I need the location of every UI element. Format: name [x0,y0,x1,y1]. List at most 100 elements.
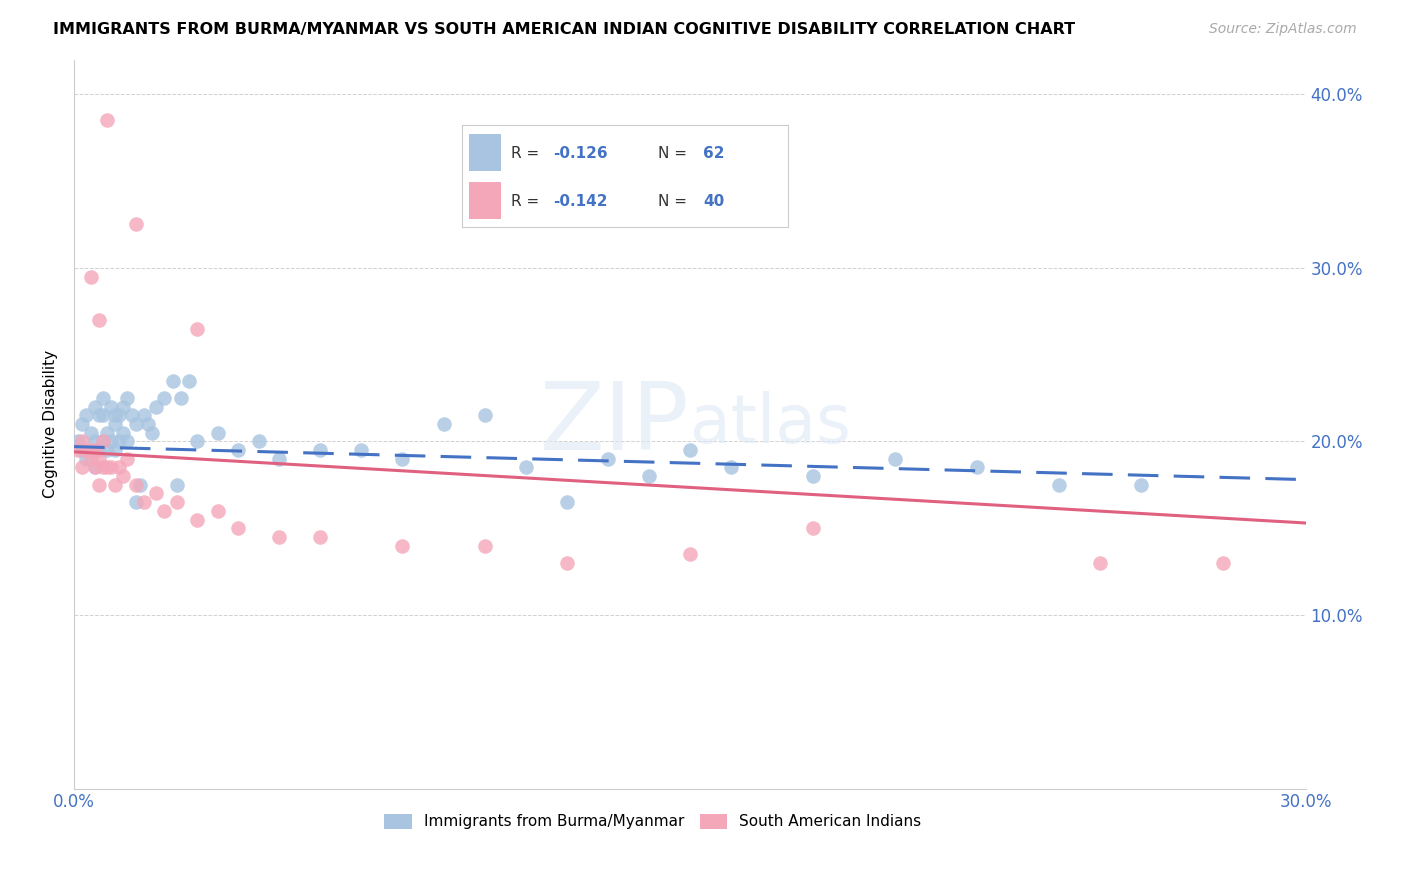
Point [247,434,270,449]
Point [350,443,373,458]
Point [145,400,167,414]
Point [186,321,208,335]
Point [132,409,155,423]
Point [83,400,105,414]
Point [96,443,118,458]
Point [269,451,291,466]
Point [153,391,176,405]
Point [83,434,105,449]
Point [91,409,114,423]
Point [170,391,193,405]
Point [153,504,176,518]
Point [679,547,702,561]
Point [87,313,110,327]
Point [91,434,114,449]
Y-axis label: Cognitive Disability: Cognitive Disability [44,350,58,498]
Point [108,460,131,475]
Point [75,451,97,466]
Point [309,530,332,544]
Point [128,478,150,492]
Point [104,417,127,431]
Point [124,495,146,509]
Point [145,486,167,500]
Point [226,521,249,535]
Point [79,451,101,466]
Point [555,495,578,509]
Point [166,495,188,509]
Point [555,556,578,570]
Point [679,443,702,458]
Point [124,478,146,492]
Point [121,409,143,423]
Point [1090,556,1112,570]
Point [79,443,101,458]
Text: atlas: atlas [690,391,851,457]
Point [96,113,118,128]
Point [226,443,249,458]
Point [87,443,110,458]
Point [474,539,496,553]
Point [637,469,659,483]
Point [207,425,229,440]
Point [83,443,105,458]
Point [1212,556,1234,570]
Point [117,391,139,405]
Point [83,460,105,475]
Point [186,434,208,449]
Point [162,374,184,388]
Point [177,374,200,388]
Point [117,451,139,466]
Text: Source: ZipAtlas.com: Source: ZipAtlas.com [1209,22,1357,37]
Point [391,451,413,466]
Point [801,469,824,483]
Point [186,512,208,526]
Point [96,460,118,475]
Point [87,409,110,423]
Point [269,530,291,544]
Point [1047,478,1070,492]
Point [72,443,94,458]
Point [801,521,824,535]
Point [884,451,907,466]
Point [91,434,114,449]
Point [1130,478,1153,492]
Point [136,417,159,431]
Point [391,539,413,553]
Point [100,400,122,414]
Point [104,478,127,492]
Point [966,460,988,475]
Point [515,460,537,475]
Text: ZIP: ZIP [540,378,690,470]
Point [596,451,619,466]
Point [432,417,454,431]
Point [83,460,105,475]
Point [108,409,131,423]
Point [104,409,127,423]
Point [87,451,110,466]
Point [91,460,114,475]
Point [75,443,97,458]
Point [132,495,155,509]
Point [141,425,163,440]
Point [79,443,101,458]
Point [79,425,101,440]
Point [474,409,496,423]
Point [112,400,135,414]
Point [124,417,146,431]
Point [72,417,94,431]
Point [207,504,229,518]
Point [100,434,122,449]
Text: IMMIGRANTS FROM BURMA/MYANMAR VS SOUTH AMERICAN INDIAN COGNITIVE DISABILITY CORR: IMMIGRANTS FROM BURMA/MYANMAR VS SOUTH A… [53,22,1076,37]
Point [72,434,94,449]
Point [96,425,118,440]
Point [112,425,135,440]
Point [117,434,139,449]
Point [87,478,110,492]
Point [309,443,332,458]
Point [91,391,114,405]
Legend: Immigrants from Burma/Myanmar, South American Indians: Immigrants from Burma/Myanmar, South Ame… [378,808,928,836]
Point [100,460,122,475]
Point [67,443,90,458]
Point [75,409,97,423]
Point [124,218,146,232]
